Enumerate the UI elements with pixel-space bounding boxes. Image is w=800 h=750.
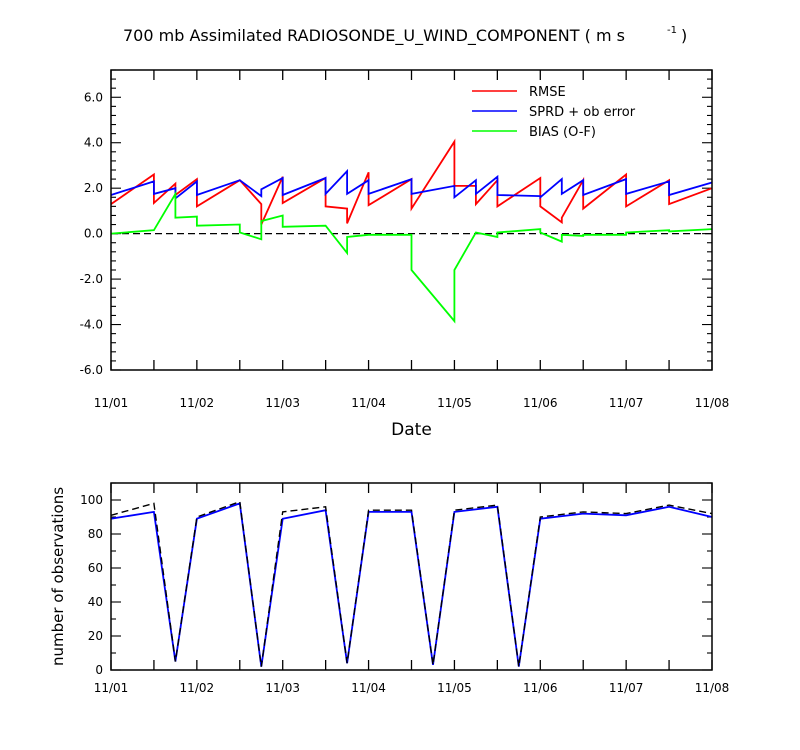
legend-label: SPRD + ob error [529, 105, 636, 120]
y-tick-label: 40 [88, 595, 103, 609]
y-tick-label: 80 [88, 527, 103, 541]
series-line-observations-total [110, 500, 713, 667]
chart-title-tail: ) [681, 26, 687, 45]
x-tick-label: 11/07 [609, 681, 644, 695]
x-tick-label: 11/03 [265, 681, 300, 695]
y-tick-label: 100 [80, 493, 103, 507]
legend-label: BIAS (O-F) [529, 125, 596, 140]
y-axis-label: number of observations [49, 487, 67, 666]
x-tick-label: 11/07 [609, 396, 644, 410]
y-tick-label: 4.0 [84, 136, 103, 150]
x-tick-label: 11/05 [437, 681, 472, 695]
x-tick-label: 11/02 [180, 681, 215, 695]
series-line-sprd-ob-error [110, 168, 713, 201]
x-tick-label: 11/08 [695, 681, 730, 695]
x-tick-label: 11/03 [265, 396, 300, 410]
y-tick-label: -2.0 [80, 272, 103, 286]
x-tick-label: 11/01 [94, 681, 129, 695]
y-tick-label: -4.0 [80, 318, 103, 332]
y-tick-label: 2.0 [84, 181, 103, 195]
chart-title-unit-superscript: -1 [667, 25, 677, 36]
series-line-observations-used [110, 502, 713, 667]
legend: RMSE SPRD + ob error BIAS (O-F) [472, 85, 636, 140]
chart-title: 700 mb Assimilated RADIOSONDE_U_WIND_COM… [123, 25, 687, 46]
y-tick-label: 20 [88, 629, 103, 643]
x-tick-label: 11/02 [180, 396, 215, 410]
bottom-panel: 0 20 40 60 80 100 11/01 11/02 11/03 11/04 11/05 11/… [49, 482, 730, 695]
legend-label: RMSE [529, 85, 566, 100]
chart-title-main: 700 mb Assimilated RADIOSONDE_U_WIND_COM… [123, 26, 625, 46]
x-tick-label: 11/05 [437, 396, 472, 410]
x-tick-label: 11/06 [523, 396, 558, 410]
y-tick-label: 0 [95, 663, 103, 677]
series-line-bias-o-f [110, 190, 713, 324]
y-tick-label: 6.0 [84, 90, 103, 104]
top-panel: -6.0 -4.0 -2.0 0.0 2.0 4.0 6.0 11/01 11/02 11/03 1… [80, 69, 730, 440]
x-tick-label: 11/06 [523, 681, 558, 695]
y-tick-label: -6.0 [80, 363, 103, 377]
x-tick-label: 11/04 [351, 396, 386, 410]
x-tick-label: 11/08 [695, 396, 730, 410]
x-tick-label: 11/04 [351, 681, 386, 695]
plot-frame [110, 482, 713, 671]
y-tick-label: 60 [88, 561, 103, 575]
plot-frame [110, 69, 713, 371]
y-tick-label: 0.0 [84, 227, 103, 241]
x-tick-label: 11/01 [94, 396, 129, 410]
x-axis-label: Date [391, 420, 432, 440]
